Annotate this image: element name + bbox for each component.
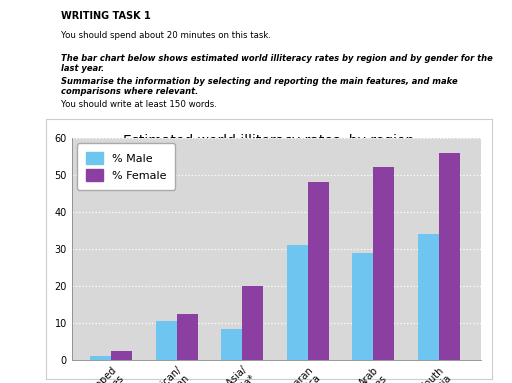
Bar bbox=[287, 245, 308, 360]
Bar bbox=[373, 167, 394, 360]
Bar bbox=[221, 329, 242, 360]
Bar bbox=[352, 253, 373, 360]
Bar bbox=[242, 286, 263, 360]
Bar bbox=[439, 153, 460, 360]
Bar bbox=[308, 182, 329, 360]
Text: The bar chart below shows estimated world illiteracy rates by region and by gend: The bar chart below shows estimated worl… bbox=[61, 54, 493, 73]
Bar bbox=[90, 356, 111, 360]
Bar bbox=[177, 314, 198, 360]
Legend: % Male, % Female: % Male, % Female bbox=[77, 144, 175, 190]
Text: Estimated world illiteracy rates, by region
and by gender, last year: Estimated world illiteracy rates, by reg… bbox=[123, 134, 414, 165]
Text: You should write at least 150 words.: You should write at least 150 words. bbox=[61, 100, 217, 108]
Bar bbox=[111, 351, 132, 360]
Text: You should spend about 20 minutes on this task.: You should spend about 20 minutes on thi… bbox=[61, 31, 271, 39]
Bar bbox=[156, 321, 177, 360]
Text: WRITING TASK 1: WRITING TASK 1 bbox=[61, 11, 151, 21]
Bar bbox=[418, 234, 439, 360]
Text: Summarise the information by selecting and reporting the main features, and make: Summarise the information by selecting a… bbox=[61, 77, 458, 96]
